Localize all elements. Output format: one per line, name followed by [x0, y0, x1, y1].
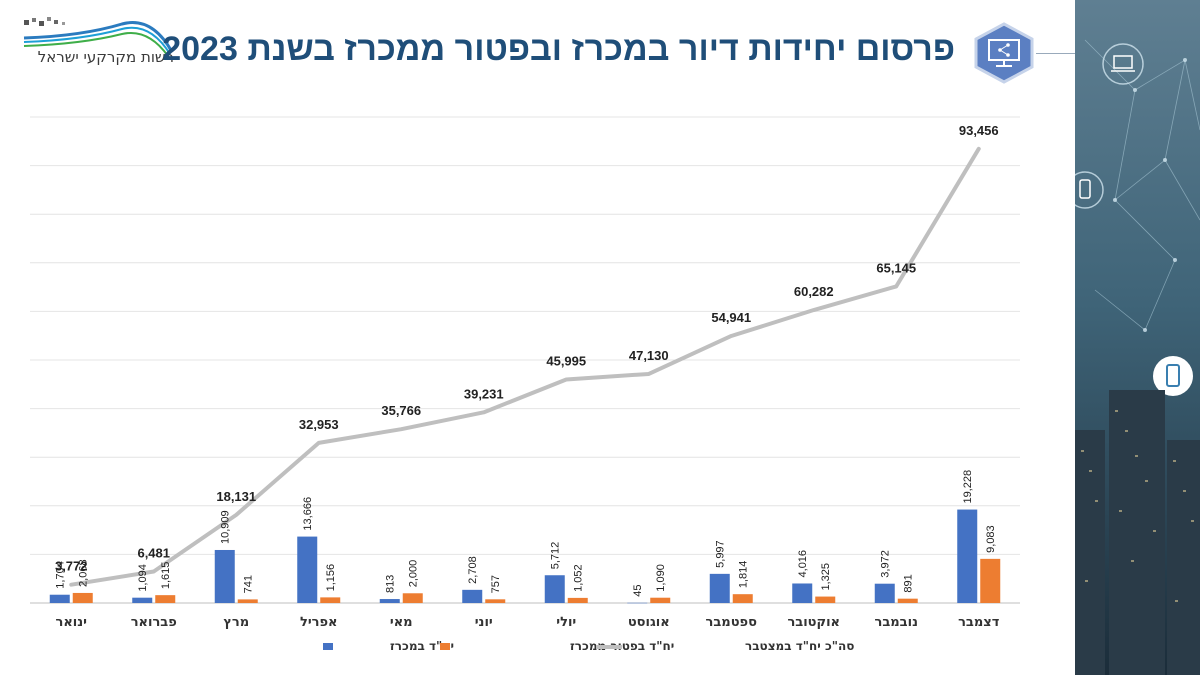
- bar-a: [297, 536, 318, 603]
- bar-a-label: 4,016: [797, 550, 809, 578]
- total-label: 93,456: [959, 123, 999, 138]
- series-a-bars: [49, 509, 978, 604]
- legend: יח"ד במכרז יח"ד בפטור ממכרז סה"כ יח"ד במצט…: [323, 639, 854, 653]
- bar-b: [732, 594, 753, 603]
- bar-b: [72, 592, 93, 603]
- total-label: 47,130: [629, 348, 669, 363]
- bar-b-label: 1,814: [738, 561, 750, 589]
- bar-a: [957, 509, 978, 603]
- series-b-bars: [72, 558, 1001, 603]
- legend-label-a: יח"ד במכרז: [390, 639, 454, 653]
- laptop-icon: [1102, 43, 1144, 85]
- logo-text: רשות מקרקעי ישראל: [37, 48, 174, 66]
- bar-b: [650, 597, 671, 603]
- page-title: פרסום יחידות דיור במכרז ובפטור ממכרז בשנ…: [162, 30, 955, 68]
- legend-label-b: יח"ד בפטור ממכרז: [570, 639, 674, 653]
- bar-a: [214, 549, 235, 603]
- bar-b: [815, 596, 836, 603]
- monitor-share-icon: [974, 22, 1034, 84]
- header-connector-line: [1036, 53, 1076, 54]
- bar-b-label: 1,615: [160, 562, 172, 590]
- bar-b-label: 1,090: [655, 564, 667, 592]
- chart: 1,704 2,068 1,094 1,615 10,909 741 13,666 1,156…: [30, 116, 1020, 653]
- total-label: 54,941: [711, 310, 751, 325]
- x-tick-labels: ינואר פברואר מרץ אפריל מאי יוני יולי אוגוסט ספטמ…: [56, 615, 1000, 630]
- bar-a-label: 1,094: [137, 564, 149, 592]
- x-tick-label: פברואר: [131, 615, 177, 630]
- bar-a: [627, 602, 648, 604]
- bar-b-label: 741: [243, 575, 255, 593]
- bar-b: [980, 558, 1001, 603]
- legend-label-total: סה"כ יח"ד במצטבר: [745, 639, 854, 653]
- total-label: 45,995: [546, 353, 586, 368]
- bar-a-label: 13,666: [302, 497, 314, 531]
- bar-a-label: 2,708: [467, 556, 479, 584]
- bar-b: [485, 599, 506, 603]
- bar-b: [567, 597, 588, 603]
- bar-a: [792, 583, 813, 603]
- bar-a: [874, 583, 895, 603]
- bar-b-label: 1,156: [325, 564, 337, 592]
- x-tick-label: יוני: [475, 615, 493, 630]
- bar-b-label: 9,083: [985, 525, 997, 553]
- bar-a: [132, 597, 153, 603]
- bar-b-label: 1,052: [573, 564, 585, 592]
- bar-b: [320, 597, 341, 603]
- bar-a: [49, 594, 70, 603]
- x-tick-label: נובמבר: [875, 615, 918, 630]
- bar-b: [237, 599, 258, 603]
- phone-icon: [1075, 171, 1104, 209]
- bar-b-label: 1,325: [820, 563, 832, 591]
- bar-a: [544, 575, 565, 603]
- legend-swatch-b: [440, 643, 450, 650]
- total-label: 60,282: [794, 284, 834, 299]
- bar-a: [462, 589, 483, 603]
- x-tick-label: אוגוסט: [628, 615, 670, 630]
- total-label: 32,953: [299, 417, 339, 432]
- x-tick-label: ספטמבר: [706, 615, 758, 630]
- bar-a-label: 5,997: [715, 540, 727, 568]
- side-image-panel: [1075, 0, 1200, 675]
- bar-a-label: 10,909: [220, 510, 232, 544]
- total-label: 39,231: [464, 386, 504, 401]
- x-tick-label: אוקטובר: [787, 615, 840, 630]
- bar-a: [379, 599, 400, 603]
- total-label: 65,145: [876, 260, 916, 275]
- total-label: 35,766: [381, 403, 421, 418]
- bar-b-label: 757: [490, 575, 502, 593]
- x-tick-label: מאי: [390, 615, 413, 630]
- bar-a: [709, 573, 730, 603]
- total-label: 3,772: [55, 559, 88, 574]
- x-tick-label: אפריל: [300, 615, 338, 630]
- x-tick-label: ינואר: [56, 615, 87, 630]
- bar-a-label: 19,228: [962, 470, 974, 504]
- bar-b: [897, 598, 918, 603]
- series-total-line: [69, 146, 981, 587]
- logo-graphic: [23, 17, 174, 57]
- bar-b-label: 2,000: [408, 560, 420, 588]
- total-line: [69, 146, 981, 587]
- bar-a-label: 3,972: [880, 550, 892, 578]
- bar-a-label: 813: [385, 575, 397, 593]
- bar-b: [402, 593, 423, 603]
- gridlines: [30, 116, 1020, 555]
- bar-a-label: 1,704: [55, 561, 67, 589]
- total-label: 6,481: [137, 546, 170, 561]
- x-tick-label: יולי: [556, 615, 576, 630]
- x-tick-label: דצמבר: [958, 615, 1000, 630]
- bar-a-label: 5,712: [550, 542, 562, 570]
- bar-b-label: 2,068: [78, 559, 90, 587]
- bar-a-label: 45: [632, 585, 644, 597]
- data-labels: 1,704 2,068 1,094 1,615 10,909 741 13,666 1,156…: [55, 123, 999, 597]
- total-label: 18,131: [216, 489, 256, 504]
- legend-swatch-a: [323, 643, 333, 650]
- x-tick-label: מרץ: [223, 615, 249, 630]
- bar-b: [155, 595, 176, 603]
- bar-b-label: 891: [903, 574, 915, 592]
- mobile-icon: [1153, 356, 1193, 396]
